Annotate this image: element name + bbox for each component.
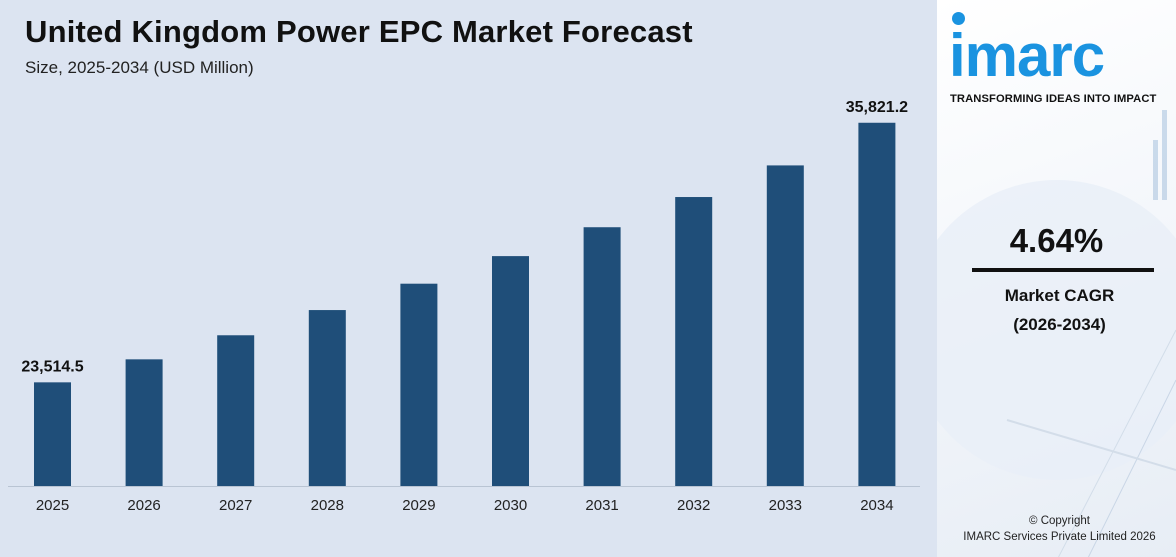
bar-2034: [858, 122, 896, 487]
bar-2033: [766, 165, 804, 487]
logo-tagline: TRANSFORMING IDEAS INTO IMPACT: [950, 93, 1157, 105]
bar-2031: [583, 227, 621, 486]
copyright-notice: © Copyright: [1029, 515, 1090, 527]
cagr-period: (2026-2034): [1013, 315, 1106, 334]
x-tick-label-2027: 2027: [219, 497, 252, 514]
data-label-2034: 35,821.2: [846, 99, 908, 116]
bar-2028: [308, 310, 346, 486]
x-tick-label-2031: 2031: [585, 497, 618, 514]
x-tick-label-2029: 2029: [402, 497, 435, 514]
x-tick-label-2030: 2030: [494, 497, 527, 514]
bar-2026: [125, 359, 163, 486]
bar-2029: [400, 283, 438, 486]
x-tick-label-2033: 2033: [769, 497, 802, 514]
bar-2025: [34, 382, 71, 486]
logo-dot-icon: [952, 12, 965, 25]
chart-title: United Kingdom Power EPC Market Forecast: [25, 14, 693, 49]
imarc-logo: imarc: [949, 12, 1174, 92]
bar-2030: [492, 256, 529, 486]
chart-subtitle: Size, 2025-2034 (USD Million): [25, 58, 254, 77]
x-tick-label-2028: 2028: [311, 497, 344, 514]
chart-panel: 2025 23,514.5 2026 2027 2028 2029 2030 2031 2032…: [8, 14, 920, 514]
cagr-divider: [972, 268, 1154, 272]
company-name: IMARC Services Private Limited 2026: [963, 531, 1156, 543]
data-label-2025: 23,514.5: [21, 358, 83, 375]
x-tick-label-2032: 2032: [677, 497, 710, 514]
background-decoration: [937, 110, 1176, 557]
x-tick-label-2025: 2025: [36, 497, 69, 514]
logo-wordmark: imarc: [949, 22, 1105, 89]
x-tick-label-2026: 2026: [127, 497, 160, 514]
bar-chart: 2025 23,514.5 2026 2027 2028 2029 2030 2031 2032…: [8, 99, 920, 514]
bar-2027: [217, 335, 255, 486]
cagr-value: 4.64%: [1009, 222, 1104, 259]
bar-2032: [675, 197, 713, 486]
x-tick-label-2034: 2034: [860, 497, 893, 514]
sidebar-panel: imarc TRANSFORMING IDEAS INTO IMPACT 4.6…: [937, 0, 1176, 557]
cagr-label: Market CAGR: [1004, 286, 1115, 305]
